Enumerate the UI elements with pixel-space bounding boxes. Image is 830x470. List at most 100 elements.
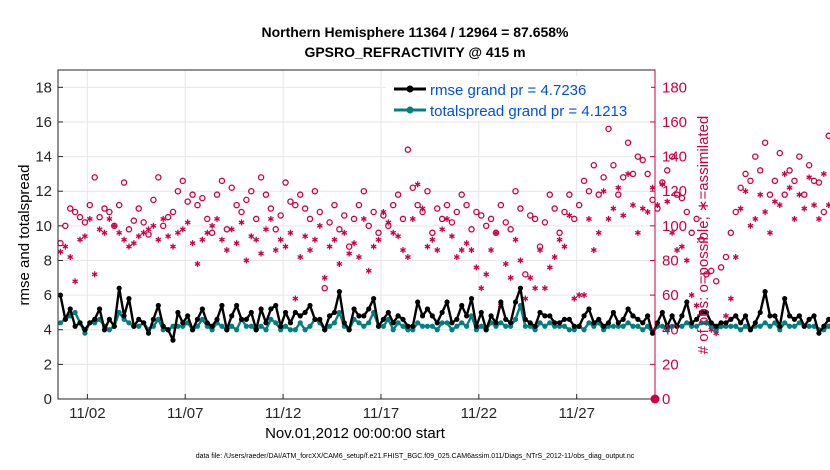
asterisk-stroke	[57, 249, 64, 254]
asterisk-stroke	[566, 213, 573, 218]
rmse-point	[620, 316, 626, 322]
y-tick-label: 8	[44, 252, 52, 269]
asterisk-stroke	[610, 206, 617, 211]
rmse-point	[326, 313, 333, 319]
asterisk-stroke	[209, 223, 216, 228]
asterisk-stroke	[390, 230, 397, 235]
rmse-point	[473, 323, 479, 329]
rmse-point	[410, 323, 416, 329]
rmse-point	[297, 313, 303, 319]
totalspread-point	[243, 323, 249, 329]
rmse-point	[424, 306, 431, 312]
asterisk-stroke	[507, 275, 514, 280]
possible-obs-point	[482, 222, 490, 230]
possible-obs-point	[507, 226, 514, 233]
totalspread-point	[679, 323, 685, 329]
asterisk-stroke	[145, 227, 152, 232]
possible-obs-point	[801, 191, 808, 198]
totalspread-point	[684, 320, 690, 326]
asterisk-stroke	[659, 182, 666, 187]
rmse-point	[801, 323, 807, 329]
asterisk-stroke	[737, 206, 744, 211]
assimilated-obs-point	[458, 247, 465, 254]
assimilated-obs-point	[91, 271, 98, 278]
rmse-point	[498, 299, 504, 305]
rmse-point	[552, 320, 558, 326]
totalspread-point	[703, 320, 709, 326]
asterisk-stroke	[806, 175, 813, 180]
totalspread-point	[728, 323, 734, 329]
totalspread-point	[620, 323, 626, 329]
rmse-point	[703, 309, 709, 316]
rmse-point	[189, 327, 196, 333]
possible-obs-point	[399, 215, 407, 223]
assimilated-obs-point	[566, 212, 573, 219]
possible-obs-point	[747, 177, 754, 185]
rmse-point	[258, 306, 264, 312]
asterisk-stroke	[121, 237, 127, 242]
assimilated-obs-point	[688, 292, 695, 299]
rmse-point	[224, 327, 230, 333]
totalspread-point	[273, 320, 279, 326]
assimilated-obs-point	[576, 292, 583, 299]
rmse-point	[767, 313, 773, 319]
possible-obs-point	[820, 208, 828, 216]
y2-tick-label: 40	[662, 322, 679, 339]
totalspread-point	[772, 320, 778, 326]
totalspread-point	[106, 327, 112, 333]
possible-obs-point	[292, 201, 299, 209]
assimilated-obs-point	[72, 278, 79, 285]
assimilated-obs-point	[126, 243, 132, 250]
rmse-point	[170, 337, 176, 343]
assimilated-obs-point	[678, 243, 685, 250]
possible-obs-point	[414, 201, 421, 209]
asterisk-stroke	[590, 248, 597, 253]
asterisk-stroke	[458, 248, 465, 253]
assimilated-obs-point	[81, 233, 88, 240]
assimilated-obs-point	[380, 208, 387, 215]
totalspread-point	[786, 323, 793, 329]
totalspread-point	[282, 323, 289, 329]
rmse-point	[307, 302, 313, 309]
asterisk-stroke	[351, 241, 357, 246]
asterisk-stroke	[693, 303, 700, 308]
assimilated-obs-point	[111, 222, 118, 229]
totalspread-point	[155, 316, 161, 322]
possible-obs-point	[76, 213, 84, 221]
asterisk-stroke	[468, 248, 475, 253]
assimilated-obs-point	[625, 170, 632, 177]
asterisk-stroke	[527, 275, 534, 280]
possible-obs-point	[155, 174, 162, 181]
x-axis-caption: Nov.01,2012 00:00:00 start	[265, 425, 445, 442]
assimilated-obs-point	[483, 271, 490, 278]
totalspread-point	[126, 320, 132, 326]
possible-obs-point	[815, 179, 823, 186]
assimilated-obs-point	[742, 188, 749, 195]
rmse-point	[601, 323, 607, 329]
totalspread-point	[742, 323, 749, 329]
asterisk-stroke	[448, 234, 455, 239]
totalspread-point	[331, 320, 338, 326]
assimilated-obs-point	[429, 236, 436, 243]
asterisk-stroke	[218, 237, 225, 242]
possible-obs-point	[424, 187, 431, 195]
rmse-point	[395, 313, 401, 319]
totalspread-point	[635, 323, 641, 329]
assimilated-obs-point	[414, 181, 421, 188]
asterisk-stroke	[258, 251, 265, 256]
rmse-point	[322, 327, 328, 333]
possible-obs-point	[101, 205, 108, 212]
asterisk-stroke	[370, 244, 377, 249]
possible-obs-point	[296, 191, 304, 198]
asterisk-stroke	[576, 293, 583, 298]
asterisk-stroke	[302, 234, 309, 239]
assimilated-obs-point	[150, 222, 157, 229]
asterisk-stroke	[674, 248, 680, 253]
rmse-point	[659, 309, 665, 316]
possible-obs-point	[404, 146, 412, 153]
totalspread-point	[566, 327, 572, 333]
possible-obs-point	[262, 191, 270, 198]
possible-obs-point	[115, 201, 123, 209]
possible-obs-point	[526, 212, 534, 219]
y-tick-label: 12	[35, 183, 52, 200]
